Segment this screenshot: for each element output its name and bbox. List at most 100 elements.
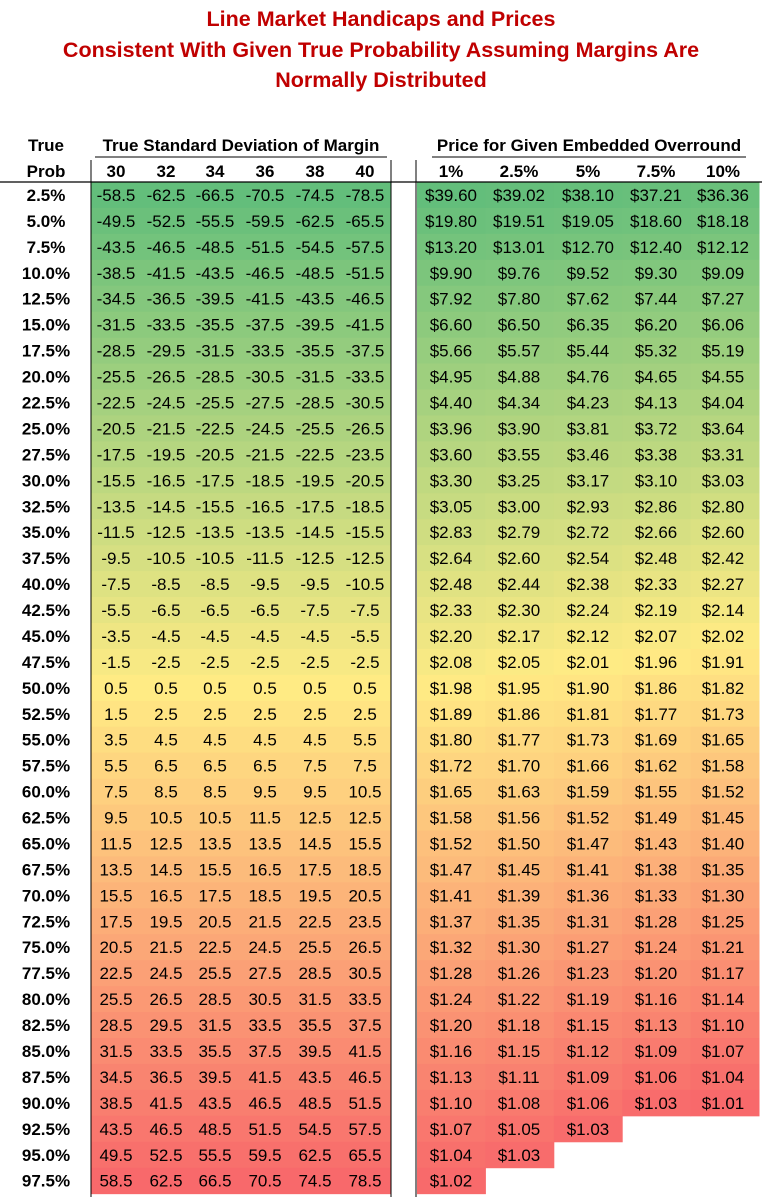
handicap-cell: -25.5	[296, 419, 335, 438]
price-cell-bg	[622, 467, 692, 494]
row-prob-label: 37.5%	[22, 549, 70, 568]
row-prob-label: 87.5%	[22, 1068, 70, 1087]
price-cell: $1.15	[498, 1042, 541, 1061]
handicap-cell: -12.5	[147, 523, 186, 542]
handicap-cell: -25.5	[97, 368, 136, 387]
price-cell-bg	[553, 389, 623, 416]
handicap-cell: -5.5	[101, 601, 130, 620]
price-cell: $1.90	[567, 679, 610, 698]
price-cell: $1.82	[702, 679, 745, 698]
price-cell: $2.48	[430, 575, 473, 594]
price-cell-bg	[553, 986, 623, 1013]
price-cell-bg	[622, 259, 692, 287]
handicap-cell: -6.5	[151, 601, 180, 620]
row-prob-label: 20.0%	[22, 368, 70, 387]
price-cell: $1.25	[702, 912, 745, 931]
price-cell: $12.70	[562, 238, 614, 257]
handicap-cell: -18.5	[246, 471, 285, 490]
price-cell: $1.03	[498, 1146, 541, 1165]
price-cell-bg	[690, 597, 760, 624]
handicap-cell: 46.5	[348, 1068, 381, 1087]
price-cell-bg	[622, 182, 692, 209]
price-cell: $1.04	[702, 1068, 745, 1087]
price-cell-bg	[485, 597, 555, 624]
price-cell: $1.38	[635, 860, 678, 879]
handicap-cell: 10.5	[198, 809, 231, 828]
handicap-cell: -2.5	[151, 653, 180, 672]
price-cell-bg	[553, 467, 623, 494]
row-header-line-1: True	[28, 136, 64, 155]
handicap-cell: 51.5	[248, 1120, 281, 1139]
handicap-cell: -13.5	[196, 523, 235, 542]
price-cell-bg	[622, 960, 692, 987]
handicap-cell: -43.5	[97, 238, 136, 257]
price-cell-bg	[417, 1141, 486, 1169]
price-cell-bg	[485, 1012, 555, 1039]
handicap-cell: -51.5	[246, 238, 285, 257]
price-cell-bg	[622, 830, 692, 857]
handicap-cell: 33.5	[149, 1042, 182, 1061]
price-cell-bg	[485, 1141, 555, 1169]
handicap-cell: -22.5	[296, 445, 335, 464]
handicap-cell: 31.5	[198, 1016, 231, 1035]
sd-column-header: 36	[256, 162, 275, 181]
price-cell: $2.44	[498, 575, 541, 594]
price-cell: $1.95	[498, 679, 541, 698]
handicap-row-bg	[91, 467, 391, 494]
handicap-cell: 5.5	[353, 731, 377, 750]
handicap-cell: -13.5	[97, 497, 136, 516]
handicap-cell: -35.5	[196, 316, 235, 335]
handicap-cell: 2.5	[303, 705, 327, 724]
price-cell: $2.27	[702, 575, 745, 594]
price-cell-bg	[417, 467, 486, 494]
price-cell: $1.26	[498, 964, 541, 983]
handicap-cell: 2.5	[353, 705, 377, 724]
price-cell-bg	[622, 337, 692, 365]
price-cell: $6.60	[430, 316, 473, 335]
row-prob-label: 90.0%	[22, 1094, 70, 1113]
price-cell-bg	[553, 674, 623, 702]
price-cell: $3.72	[635, 419, 678, 438]
handicap-cell: 22.5	[198, 938, 231, 957]
handicap-cell: 21.5	[149, 938, 182, 957]
price-cell: $1.28	[430, 964, 473, 983]
price-cell: $3.90	[498, 419, 541, 438]
price-cell-bg	[485, 311, 555, 339]
handicap-cell: -30.5	[346, 393, 385, 412]
price-cell: $7.27	[702, 290, 745, 309]
handicap-row-bg	[91, 1115, 391, 1143]
handicap-cell: -78.5	[346, 186, 385, 205]
price-cell-bg	[417, 259, 486, 287]
price-cell-bg	[553, 908, 623, 935]
price-cell-bg	[553, 778, 623, 806]
handicap-cell: -25.5	[196, 393, 235, 412]
handicap-cell: -23.5	[346, 445, 385, 464]
handicap-cell: 17.5	[198, 886, 231, 905]
handicap-cell: -14.5	[147, 497, 186, 516]
handicap-cell: -10.5	[196, 549, 235, 568]
handicap-cell: -26.5	[147, 368, 186, 387]
price-cell-bg	[417, 960, 486, 987]
handicap-cell: -2.5	[300, 653, 329, 672]
price-cell: $1.22	[498, 990, 541, 1009]
price-cell-bg	[622, 415, 692, 442]
sd-column-header: 38	[306, 162, 325, 181]
price-cell-bg	[553, 934, 623, 961]
price-cell-bg	[690, 726, 760, 754]
price-cell: $5.19	[702, 342, 745, 361]
price-cell-bg	[485, 493, 555, 520]
price-cell-bg	[553, 545, 623, 572]
price-cell: $2.07	[635, 627, 678, 646]
handicap-cell: 37.5	[348, 1016, 381, 1035]
handicap-cell: 9.5	[253, 783, 277, 802]
handicap-cell: 11.5	[100, 834, 132, 853]
price-cell-bg	[553, 571, 623, 598]
handicap-cell: 46.5	[149, 1120, 182, 1139]
price-cell: $1.65	[702, 731, 745, 750]
price-cell-bg	[417, 571, 486, 598]
row-prob-label: 35.0%	[22, 523, 70, 542]
price-cell: $3.55	[498, 445, 541, 464]
price-cell-bg	[485, 259, 555, 287]
handicap-cell: 9.5	[303, 783, 327, 802]
handicap-cell: -36.5	[147, 290, 186, 309]
